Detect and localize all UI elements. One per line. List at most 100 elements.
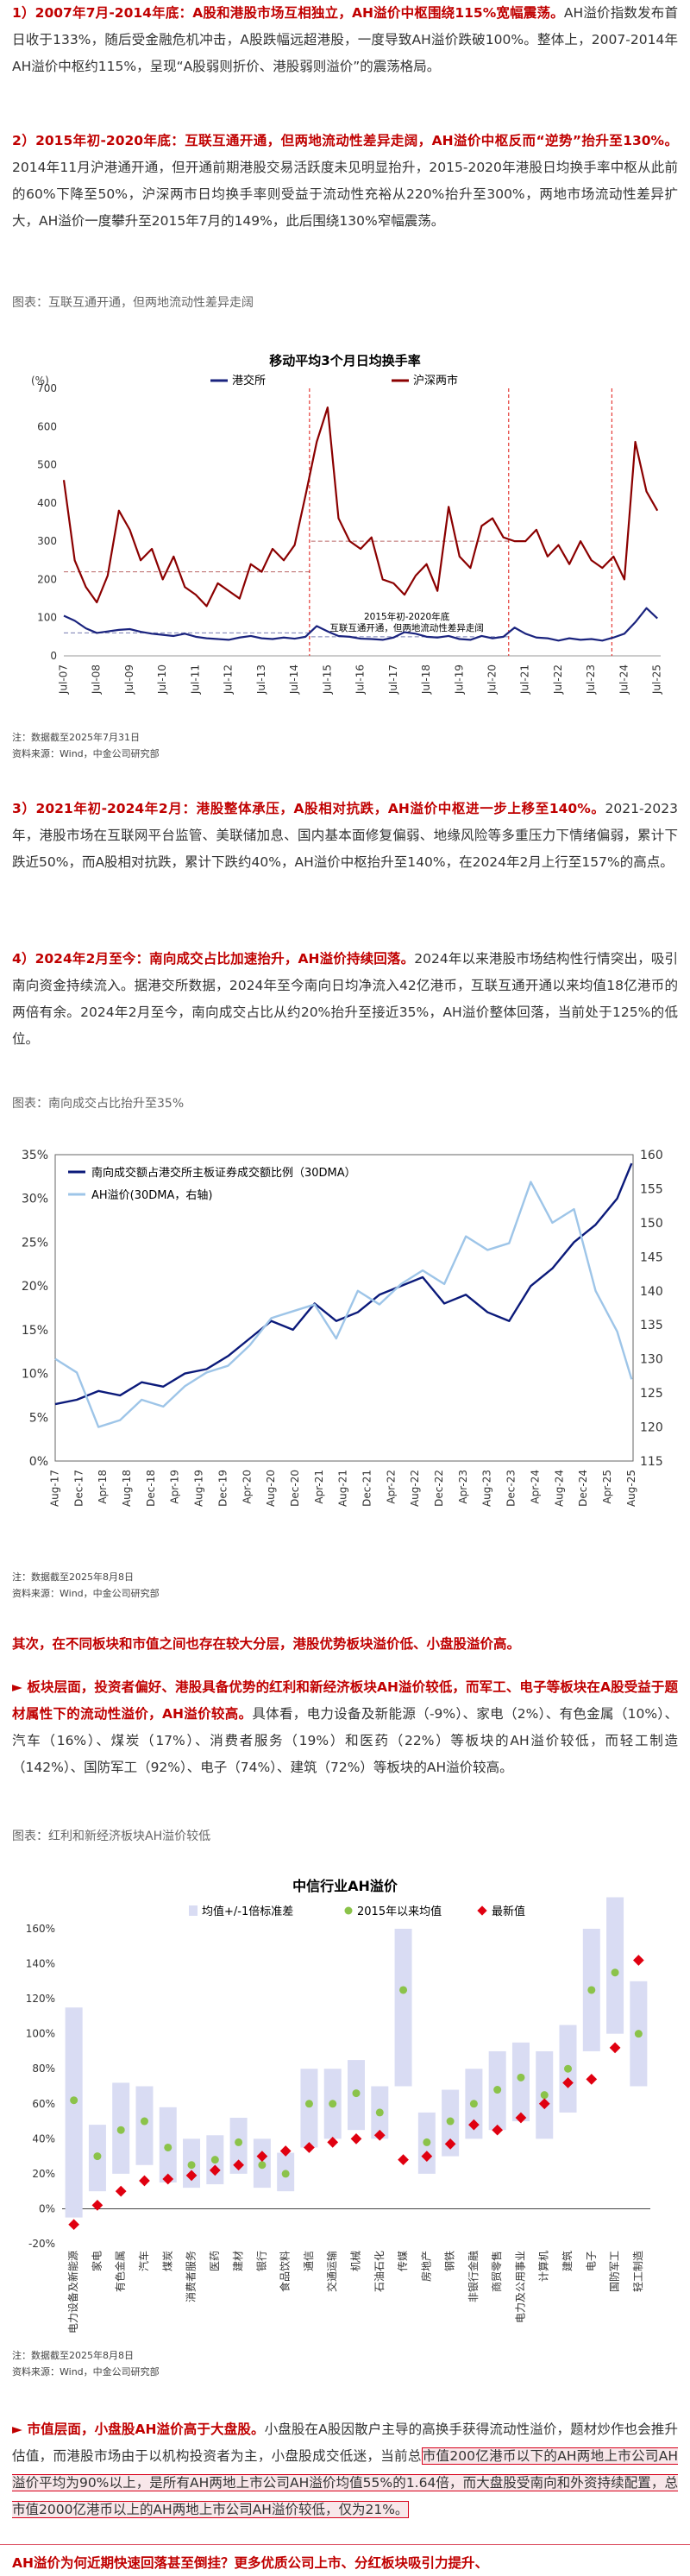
legend-label-hkex: 港交所 [232, 374, 266, 387]
paragraph-5: 其次，在不同板块和市值之间也存在较大分层，港股优势板块溢价低、小盘股溢价高。 [12, 1636, 521, 1652]
latest-point [398, 2154, 409, 2166]
x-tick-label: Apr-24 [529, 1470, 541, 1504]
category-label: 汽车 [137, 2251, 150, 2271]
mean-point [469, 2100, 478, 2108]
y-tick-label: 400 [37, 497, 57, 509]
category-label: 非银行金融 [467, 2251, 480, 2302]
x-tick-label: Dec-22 [433, 1470, 445, 1507]
category-label: 医药 [209, 2251, 221, 2271]
paragraph-1: 1）2007年7月-2014年底：A股和港股市场互相独立，AH溢价中枢围绕115… [12, 0, 678, 80]
x-tick-label: Jul-07 [58, 664, 70, 695]
paragraph-2-title: 2）2015年初-2020年底：互联互通开通，但两地流动性差异走阔，AH溢价中枢… [12, 133, 678, 148]
mean-point [304, 2100, 313, 2108]
y-tick-label: 0 [50, 650, 57, 662]
x-tick-label: Apr-23 [457, 1470, 469, 1504]
std-band-bar [606, 1897, 624, 2034]
x-tick-label: Aug-21 [337, 1470, 349, 1507]
x-tick-label: Aug-25 [625, 1470, 637, 1507]
x-tick-label: Dec-21 [361, 1470, 373, 1507]
x-tick-label: Aug-18 [121, 1470, 133, 1507]
x-tick-label: Aug-19 [193, 1470, 205, 1507]
y-tick-label: 700 [37, 382, 57, 394]
category-label: 银行 [255, 2251, 267, 2271]
paragraph-6: ► 板块层面，投资者偏好、港股具备优势的红利和新经济板块AH溢价较低，而军工、电… [12, 1674, 678, 1781]
latest-point [632, 1955, 644, 1966]
y-right-tick-label: 120 [640, 1421, 663, 1435]
chart-3-note: 注：数据截至2025年8月8日 [12, 2350, 134, 2361]
chart-1-note: 注：数据截至2025年7月31日 [12, 732, 140, 743]
paragraph-1-title: 1）2007年7月-2014年底：A股和港股市场互相独立，AH溢价中枢围绕115… [12, 5, 564, 21]
y-right-tick-label: 155 [640, 1182, 663, 1196]
mean-point [564, 2064, 573, 2073]
chart-2-caption: 图表：南向成交占比抬升至35% [12, 1097, 185, 1111]
legend-label-southbound: 南向成交额占港交所主板证券成交额比例（30DMA） [91, 1166, 356, 1180]
std-band-bar [65, 2007, 83, 2218]
category-label: 交通运输 [325, 2251, 338, 2292]
mean-point [540, 2091, 549, 2100]
x-tick-label: Apr-19 [169, 1470, 181, 1504]
x-tick-label: Apr-18 [97, 1470, 109, 1504]
mean-point [329, 2100, 337, 2108]
x-tick-label: Dec-17 [72, 1470, 85, 1507]
latest-point [139, 2175, 150, 2187]
x-tick-label: Jul-19 [453, 664, 465, 695]
category-label: 消费者服务 [185, 2251, 198, 2302]
mean-point [352, 2089, 361, 2098]
mean-point [210, 2156, 219, 2164]
y-tick-label: 60% [32, 2098, 55, 2110]
x-tick-label: Aug-22 [409, 1470, 421, 1507]
category-label: 食品饮料 [279, 2251, 292, 2292]
x-tick-label: Apr-20 [241, 1470, 253, 1504]
mean-point [93, 2152, 102, 2161]
x-tick-label: Jul-25 [651, 664, 663, 695]
mean-point [446, 2117, 455, 2126]
x-tick-label: Jul-15 [321, 664, 333, 695]
std-band-bar [135, 2086, 154, 2165]
x-tick-label: Aug-20 [265, 1470, 277, 1507]
chart-2-note: 注：数据截至2025年8月8日 [12, 1571, 134, 1583]
mean-point [587, 1986, 596, 1994]
x-tick-label: Jul-16 [354, 664, 367, 695]
chart-1-source: 注：数据截至2025年7月31日 资料来源：Wind，中金公司研究部 [12, 729, 160, 762]
mean-point [70, 2096, 78, 2105]
x-tick-label: Jul-17 [387, 664, 399, 695]
chart-1-caption: 图表：互联互通开通，但两地流动性差异走阔 [12, 296, 254, 310]
paragraph-3-title: 3）2021年初-2024年2月：港股整体承压，A股相对抗跌，AH溢价中枢进一步… [12, 801, 605, 816]
x-tick-label: Jul-11 [189, 664, 201, 695]
divider [0, 2544, 690, 2545]
category-label: 计算机 [537, 2251, 550, 2282]
x-tick-label: Jul-21 [519, 664, 531, 695]
chart-2-source: 注：数据截至2025年8月8日 资料来源：Wind，中金公司研究部 [12, 1569, 160, 1602]
category-label: 有色金属 [114, 2251, 127, 2292]
latest-point [233, 2159, 244, 2171]
paragraph-1-body: AH溢价指数发布首日收于133%，随后受金融危机冲击，A股跌幅远超港股，一度导致… [12, 5, 678, 74]
mean-point [164, 2143, 172, 2151]
chart-1-source-line: 资料来源：Wind，中金公司研究部 [12, 748, 160, 759]
category-label: 传媒 [396, 2251, 409, 2271]
plot-frame [54, 1154, 634, 1462]
y-tick-label: -20% [28, 2238, 55, 2250]
legend-label-band: 均值+/-1倍标准差 [202, 1905, 293, 1918]
category-label: 建筑 [561, 2251, 574, 2271]
paragraph-6-body: 具体看，电力设备及新能源（-9%）、家电（2%）、有色金属（10%）、汽车（16… [12, 1706, 678, 1775]
y-right-tick-label: 160 [640, 1149, 663, 1162]
mean-point [493, 2086, 502, 2094]
latest-point [586, 2074, 598, 2085]
y-tick-label: 120% [26, 1993, 55, 2005]
y-tick-label: 160% [26, 1923, 55, 1935]
x-tick-label: Dec-23 [505, 1470, 518, 1507]
y-right-tick-label: 150 [640, 1217, 663, 1231]
y-left-tick-label: 5% [29, 1411, 48, 1425]
legend-swatch-band [189, 1905, 198, 1916]
paragraph-4-title: 4）2024年2月至今：南向成交占比加速抬升，AH溢价持续回落。 [12, 951, 415, 967]
annotation-line-2: 互联互通开通，但两地流动性差异走阔 [329, 622, 484, 633]
x-tick-label: Apr-22 [385, 1470, 397, 1504]
chart-1-title: 移动平均3个月日均换手率 [269, 353, 420, 368]
x-tick-label: Dec-20 [289, 1470, 301, 1507]
series-line-hkex [63, 607, 658, 642]
paragraph-2: 2）2015年初-2020年底：互联互通开通，但两地流动性差异走阔，AH溢价中枢… [12, 128, 678, 235]
mean-point [187, 2161, 196, 2170]
southbound-chart: 0% 5% 10% 15% 20% 25% 30% 35% 115 120 125 130 135 140… [22, 1149, 663, 1507]
y-right-tick-label: 140 [640, 1285, 663, 1299]
x-tick-label: Jul-13 [255, 664, 267, 695]
